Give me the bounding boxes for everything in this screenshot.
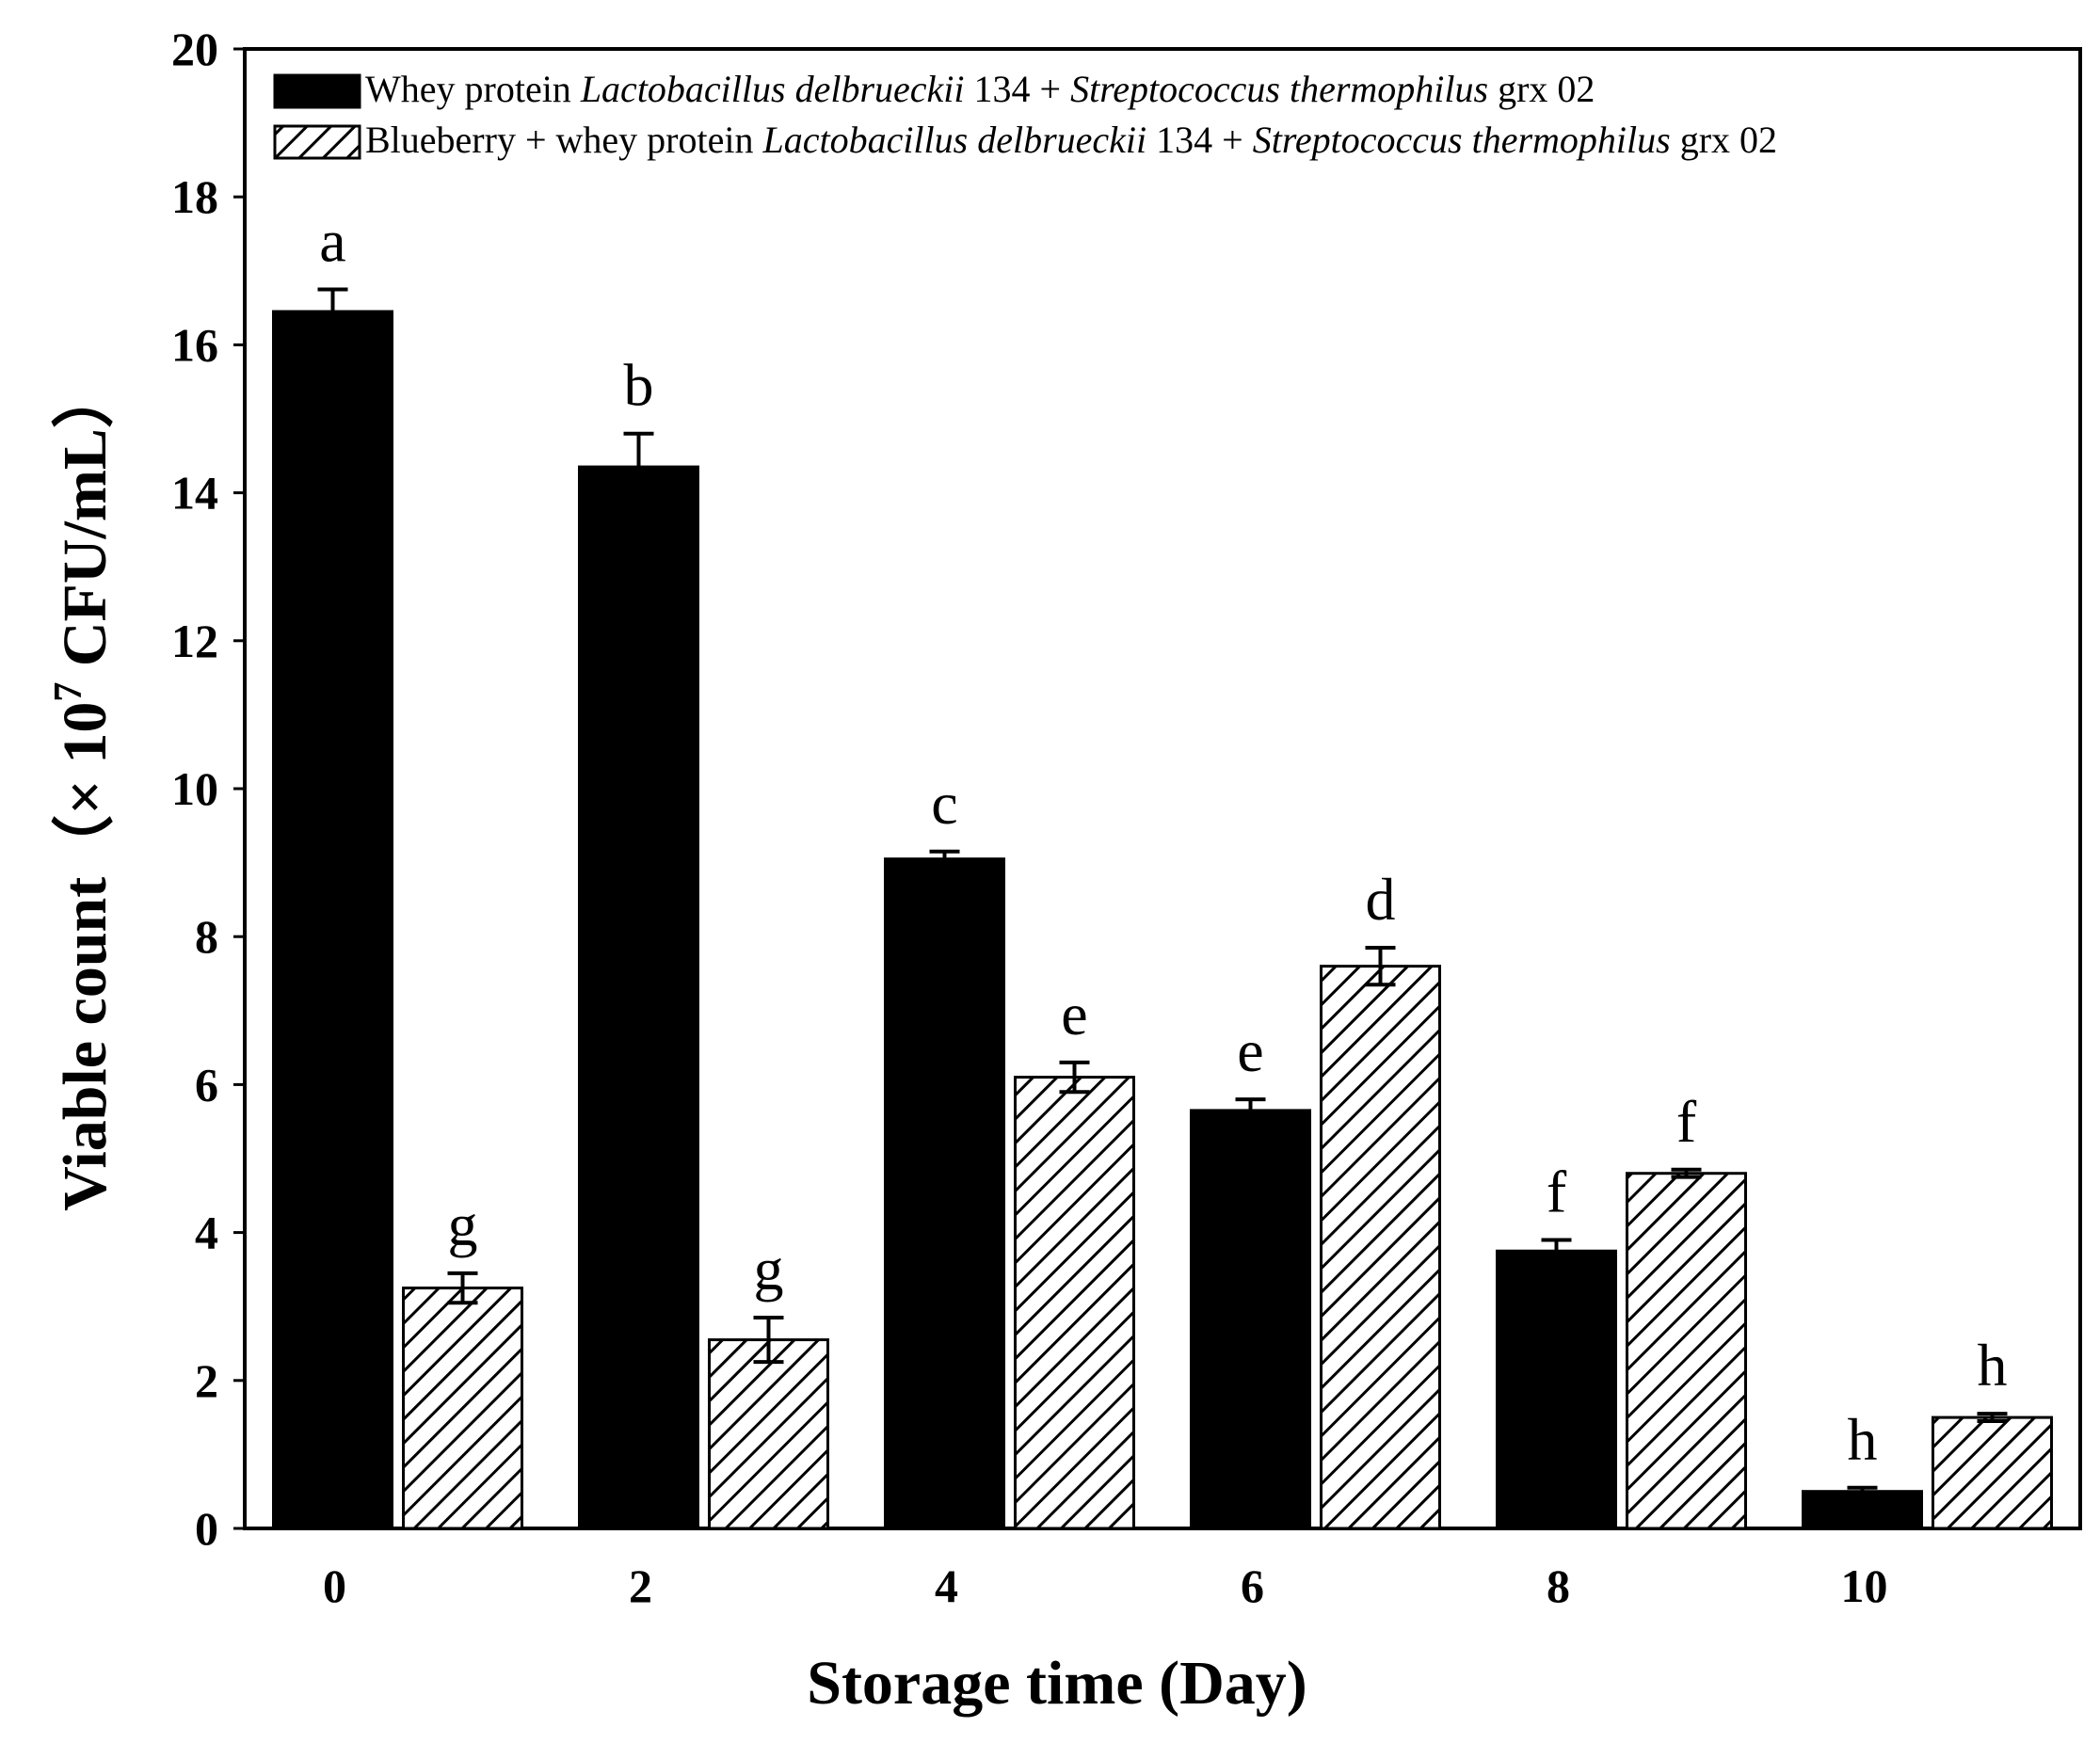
y-tick-label: 18 <box>171 170 218 223</box>
bar-series-2-day-6 <box>1320 965 1441 1530</box>
bar-series-1-day-10 <box>1802 1490 1923 1530</box>
bar-series-1-day-4 <box>884 857 1005 1530</box>
legend-text-part: Whey protein <box>365 68 581 110</box>
legend-text-part: Lactobacillus delbrueckii <box>761 119 1146 161</box>
error-bar <box>1059 1060 1090 1095</box>
significance-letter: b <box>624 352 654 419</box>
error-bar <box>1847 1485 1878 1497</box>
significance-letter: f <box>1676 1088 1697 1155</box>
x-tick-label: 10 <box>1841 1559 1888 1612</box>
x-axis: 0 2 4 6 8 10 <box>323 1559 1888 1612</box>
significance-letter: f <box>1547 1158 1567 1224</box>
x-tick-label: 4 <box>935 1559 958 1612</box>
bar-series-2-day-10 <box>1932 1415 2053 1530</box>
significance-letter: h <box>1978 1332 2008 1399</box>
bar-series-1-day-0 <box>272 310 393 1530</box>
legend-text-part: Streptococcus thermophilus <box>1253 119 1671 161</box>
error-bar <box>1235 1097 1266 1124</box>
legend-text-part: 134 + <box>965 68 1071 110</box>
bar-series-1-day-6 <box>1190 1109 1311 1530</box>
legend-label-series-1: Whey protein Lactobacillus delbrueckii 1… <box>365 68 1595 110</box>
error-bar <box>929 849 960 869</box>
x-axis-title: Storage time (Day) <box>807 1649 1306 1718</box>
legend-swatch-series-2 <box>273 124 361 160</box>
y-tick-label: 2 <box>195 1354 218 1407</box>
error-bar <box>1541 1238 1572 1265</box>
y-tick-label: 6 <box>195 1058 218 1111</box>
bar-series-2-day-8 <box>1626 1172 1747 1530</box>
x-tick-label: 8 <box>1547 1559 1570 1612</box>
bar-series-2-day-0 <box>402 1287 523 1530</box>
legend-text-part: grx 02 <box>1671 119 1777 161</box>
y-axis-title-prefix: Viable count（× 10 <box>50 702 120 1211</box>
y-tick-label: 20 <box>171 23 218 75</box>
error-bar <box>623 431 654 503</box>
y-tick-label: 8 <box>195 910 218 963</box>
legend-text-part: 134 + <box>1146 119 1253 161</box>
y-tick-label: 12 <box>171 615 218 667</box>
error-bar <box>1977 1412 2008 1424</box>
bar-series-2-day-2 <box>708 1338 829 1530</box>
y-axis-title: Viable count（× 107 CFU/mL） <box>47 366 120 1211</box>
bar-series-1-day-8 <box>1496 1249 1617 1530</box>
legend-swatch-series-1 <box>273 73 361 109</box>
significance-letter: e <box>1237 1017 1263 1084</box>
y-tick-label: 14 <box>171 467 218 520</box>
y-tick-label: 10 <box>171 762 218 815</box>
y-axis: 0 2 4 6 8 10 12 14 16 18 20 <box>171 23 245 1555</box>
y-tick-label: 0 <box>195 1502 218 1555</box>
bar-series-1-day-2 <box>578 465 699 1530</box>
bar-series <box>272 287 2053 1530</box>
legend-text-part: Lactobacillus delbrueckii <box>580 68 965 110</box>
significance-letter: h <box>1848 1406 1878 1473</box>
significance-letter: d <box>1366 866 1396 933</box>
x-tick-label: 0 <box>323 1559 346 1612</box>
error-bar <box>1365 945 1396 987</box>
error-bar <box>447 1271 478 1305</box>
legend-text-part: Blueberry + whey protein <box>365 119 762 161</box>
error-bar <box>1671 1167 1702 1179</box>
y-axis-title-exponent: 7 <box>47 682 90 702</box>
legend-label-series-2: Blueberry + whey protein Lactobacillus d… <box>365 119 1777 161</box>
y-axis-title-suffix: CFU/mL） <box>50 366 120 681</box>
significance-letter: e <box>1061 981 1087 1047</box>
y-tick-label: 16 <box>171 318 218 371</box>
x-tick-label: 6 <box>1241 1559 1264 1612</box>
bar-series-2-day-4 <box>1014 1076 1135 1530</box>
error-bar <box>753 1315 784 1365</box>
error-bar <box>317 287 348 336</box>
significance-letter: c <box>931 770 957 837</box>
y-tick-label: 4 <box>195 1207 218 1259</box>
significance-letter: g <box>448 1191 478 1258</box>
legend: Whey protein Lactobacillus delbrueckii 1… <box>273 68 1777 161</box>
x-tick-label: 2 <box>629 1559 652 1612</box>
significance-letter: g <box>754 1236 784 1303</box>
legend-text-part: grx 02 <box>1488 68 1595 110</box>
significance-labels: a g b g c e e d f f h h <box>319 207 2007 1472</box>
significance-letter: a <box>319 207 345 274</box>
legend-text-part: Streptococcus thermophilus <box>1070 68 1488 110</box>
